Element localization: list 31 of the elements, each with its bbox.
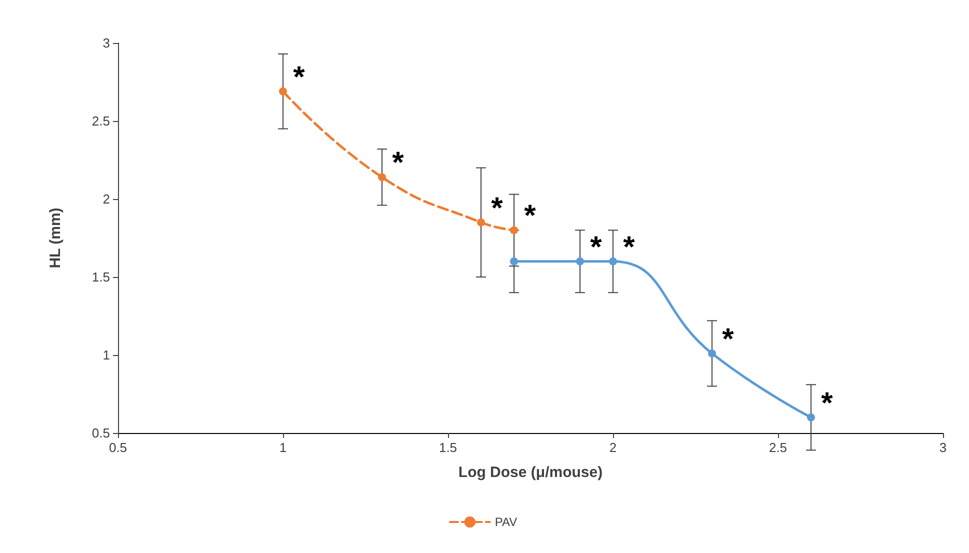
point: [279, 87, 287, 96]
point: [609, 257, 617, 266]
annotation: *: [491, 192, 504, 225]
y-tick-label: 1: [102, 348, 110, 362]
annotation: *: [623, 230, 636, 264]
x-axis-title: Log Dose (μ/mouse): [458, 464, 603, 481]
point: [477, 218, 485, 226]
x-tick-label: 2: [609, 440, 617, 455]
y-tick-label: 2: [102, 192, 110, 206]
annotation: *: [590, 230, 602, 264]
x-tick-label: 2.5: [768, 440, 788, 455]
y-tick-label: 0.5: [92, 426, 110, 440]
annotation: *: [392, 146, 404, 180]
x-tick-label: 1.5: [438, 440, 458, 455]
annotation: *: [821, 386, 834, 420]
y-tick-label: 2.5: [92, 114, 110, 128]
x-tick-label: 1: [279, 440, 287, 455]
annotation: *: [293, 60, 306, 94]
annotation: *: [524, 200, 536, 233]
point: [510, 257, 518, 266]
y-tick-label: 3: [102, 36, 110, 50]
point: [510, 226, 518, 234]
point: [807, 413, 815, 422]
annotation: *: [722, 322, 734, 356]
legend-label: PAV: [494, 515, 518, 529]
point: [378, 173, 386, 182]
x-tick-label: 3: [939, 440, 947, 455]
point: [576, 257, 584, 266]
point: [708, 349, 716, 358]
y-axis-title: HL (mm): [47, 208, 64, 268]
y-tick-label: 1.5: [92, 270, 110, 284]
